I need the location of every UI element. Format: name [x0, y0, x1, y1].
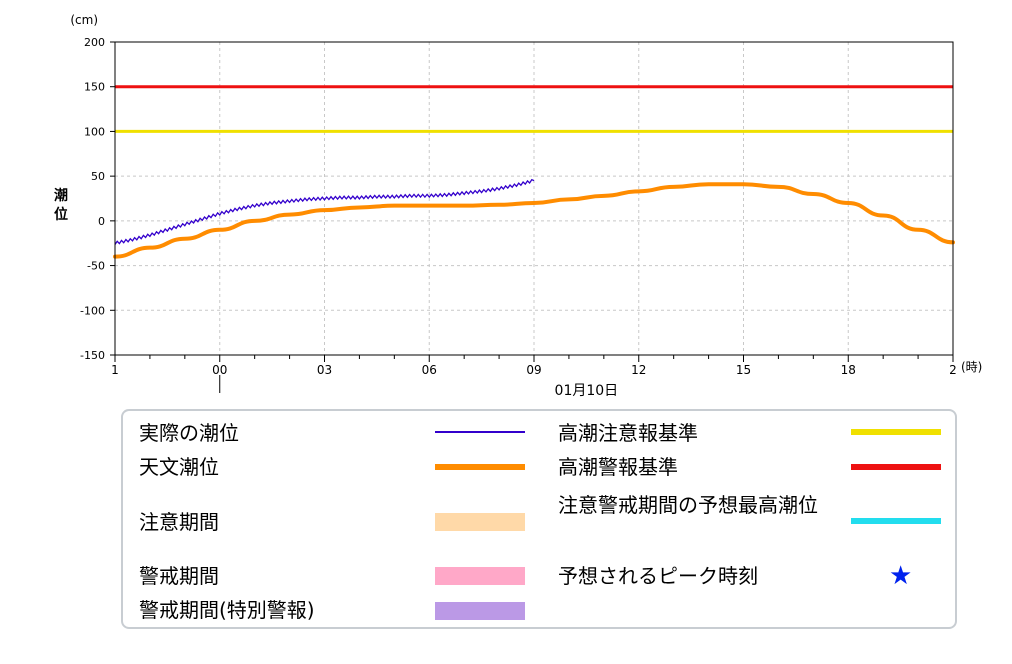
- y-axis-label: 位: [54, 206, 68, 223]
- x-tick-label: 00: [212, 363, 227, 377]
- x-tick-label: 09: [526, 363, 541, 377]
- astronomical-tide-line: [113, 182, 955, 259]
- legend-swatch-astronomical-tide: [435, 464, 525, 470]
- legend-label-warning-threshold: 高潮警報基準: [558, 455, 678, 479]
- x-tick-label: 06: [422, 363, 437, 377]
- x-tick-label: 03: [317, 363, 332, 377]
- y-tick-label: 200: [84, 36, 105, 49]
- y-tick-label: 150: [84, 81, 105, 94]
- actual-tide-line: [114, 178, 535, 245]
- x-unit-label: (時): [961, 360, 982, 374]
- legend-swatch-special-warning-period: [435, 602, 525, 620]
- y-tick-label: -150: [80, 349, 105, 362]
- legend-label-caution-period: 注意期間: [139, 510, 219, 534]
- x-tick-label: 1: [111, 363, 119, 377]
- legend-label-warning-period: 警戒期間: [139, 564, 219, 588]
- legend-box: 実際の潮位 天文潮位 注意期間 警戒期間 警戒期間(特別警報) 高潮注意報基準 …: [121, 409, 957, 629]
- legend-label-peak-time: 予想されるピーク時刻: [558, 564, 758, 588]
- x-tick-label: 15: [736, 363, 751, 377]
- legend-swatch-caution-period: [435, 513, 525, 531]
- legend-label-astronomical-tide: 天文潮位: [139, 455, 219, 479]
- y-unit-label: (cm): [70, 13, 98, 27]
- legend-label-actual-tide: 実際の潮位: [139, 421, 239, 445]
- y-tick-label: 100: [84, 125, 105, 138]
- x-tick-label: 12: [631, 363, 646, 377]
- y-tick-label: 50: [91, 170, 105, 183]
- x-tick-label: 18: [841, 363, 856, 377]
- legend-swatch-warning-period: [435, 567, 525, 585]
- y-tick-label: 0: [98, 215, 105, 228]
- y-tick-label: -100: [80, 304, 105, 317]
- legend-label-advisory-threshold: 高潮注意報基準: [558, 421, 698, 445]
- legend-label-predicted-max-tide: 注意警戒期間の予想最高潮位: [558, 493, 818, 517]
- y-tick-label: -50: [87, 260, 105, 273]
- legend-swatch-actual-tide: [435, 431, 525, 433]
- y-axis-label: 潮: [54, 187, 68, 204]
- legend-label-special-warning-period: 警戒期間(特別警報): [139, 598, 315, 622]
- legend-swatch-warning-threshold: [851, 464, 941, 470]
- plot-frame: [114, 41, 954, 356]
- legend-swatch-predicted-max-tide: [851, 518, 941, 524]
- star-icon: ★: [889, 561, 913, 591]
- x-tick-label: 2: [949, 363, 957, 377]
- legend-swatch-advisory-threshold: [851, 429, 941, 435]
- date-label: 01月10日: [555, 383, 619, 399]
